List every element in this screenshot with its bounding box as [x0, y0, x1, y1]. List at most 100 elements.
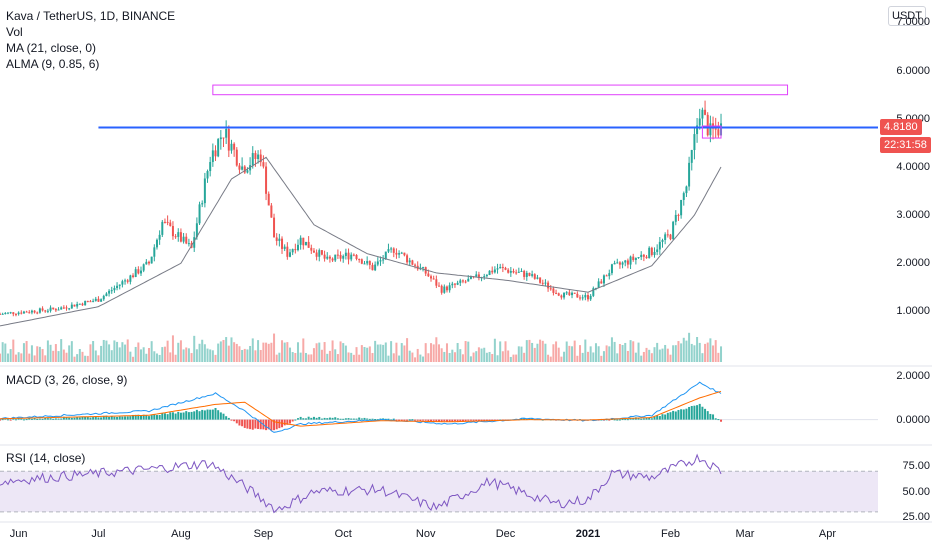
macd-histogram-bar — [52, 418, 55, 420]
candle-body — [278, 238, 281, 241]
candle-body — [142, 264, 145, 271]
volume-bar — [60, 339, 63, 362]
volume-bar — [198, 343, 201, 362]
volume-bar — [291, 352, 294, 362]
candle-body — [379, 260, 382, 262]
macd-histogram-bar — [714, 418, 717, 420]
candle-body — [618, 262, 621, 265]
candle-body — [440, 285, 443, 293]
candle-body — [241, 166, 244, 170]
macd-histogram-bar — [637, 417, 640, 420]
candle-body — [422, 267, 425, 269]
candle-body — [121, 281, 124, 285]
candle-body — [680, 199, 683, 216]
macd-histogram-bar — [182, 412, 185, 420]
volume-bar — [613, 341, 616, 362]
candle-body — [360, 259, 363, 264]
rsi-band-fill — [0, 471, 878, 512]
macd-histogram-bar — [171, 412, 174, 420]
volume-bar — [416, 348, 419, 362]
macd-histogram-bar — [227, 417, 230, 420]
volume-bar — [182, 349, 185, 362]
volume-bar — [464, 341, 467, 362]
candle-body — [597, 281, 600, 288]
macd-histogram-bar — [28, 418, 31, 420]
macd-histogram-bar — [1, 419, 4, 421]
candle-body — [469, 276, 472, 279]
macd-histogram-bar — [467, 419, 470, 421]
candle-body — [238, 165, 241, 170]
macd-histogram-bar — [387, 418, 390, 420]
volume-bar — [549, 356, 552, 362]
macd-histogram-bar — [531, 418, 534, 420]
candle-body — [193, 237, 196, 248]
volume-bar — [669, 354, 672, 362]
volume-bar — [20, 353, 23, 362]
volume-bar — [100, 345, 103, 362]
volume-bar — [323, 342, 326, 362]
volume-bar — [451, 349, 454, 362]
candle-body — [467, 278, 470, 282]
candle-body — [52, 307, 55, 310]
macd-histogram-bar — [605, 419, 608, 421]
macd-histogram-bar — [25, 419, 28, 421]
volume-bar — [38, 346, 41, 362]
volume-bar — [193, 335, 196, 362]
volume-bar — [126, 339, 129, 362]
volume-bar — [227, 345, 230, 362]
macd-histogram-bar — [158, 414, 161, 420]
candle-body — [22, 311, 25, 314]
macd-histogram-bar — [214, 408, 217, 420]
macd-histogram-bar — [113, 416, 116, 420]
macd-histogram-bar — [203, 410, 206, 420]
volume-bar — [281, 340, 284, 362]
candle-body — [544, 282, 547, 284]
volume-bar — [257, 340, 260, 362]
macd-histogram-bar — [347, 418, 350, 420]
candle-body — [328, 256, 331, 259]
volume-bar — [265, 342, 268, 362]
volume-bar — [137, 342, 140, 362]
macd-histogram-bar — [422, 419, 425, 421]
macd-histogram-bar — [368, 418, 371, 420]
volume-bar — [525, 340, 528, 362]
volume-bar — [565, 341, 568, 362]
candle-body — [363, 263, 366, 265]
macd-histogram-bar — [626, 419, 629, 421]
volume-bar — [664, 344, 667, 362]
volume-bar — [432, 344, 435, 362]
candle-body — [140, 270, 143, 274]
macd-tick-label: 2.0000 — [896, 370, 930, 383]
macd-histogram-bar — [278, 419, 281, 429]
volume-bar — [395, 342, 398, 362]
volume-bar — [140, 349, 143, 362]
macd-histogram-bar — [523, 417, 526, 420]
volume-bar — [424, 343, 427, 362]
candle-body — [182, 236, 185, 242]
volume-bar — [0, 353, 1, 362]
candle-body — [294, 249, 297, 251]
candle-body — [645, 256, 648, 259]
volume-bar — [672, 345, 675, 362]
volume-bar — [634, 352, 637, 362]
volume-bar — [233, 342, 236, 362]
macd-histogram-bar — [155, 415, 158, 420]
volume-bar — [262, 342, 265, 362]
time-tick-label: 2021 — [575, 528, 601, 540]
macd-histogram-bar — [219, 412, 222, 420]
candle-body — [398, 253, 401, 255]
candle-body — [89, 301, 92, 303]
macd-histogram-bar — [376, 419, 379, 421]
volume-bar — [251, 338, 254, 362]
candle-body — [230, 143, 233, 151]
volume-bar — [320, 349, 323, 362]
candle-body — [509, 271, 512, 273]
candle-body — [400, 252, 403, 254]
macd-histogram-bar — [270, 419, 273, 431]
candle-body — [512, 271, 515, 273]
macd-histogram-bar — [464, 419, 467, 422]
macd-histogram-bar — [185, 411, 188, 420]
currency-unit-button[interactable]: USDT — [888, 6, 926, 26]
price-candles — [0, 100, 723, 317]
